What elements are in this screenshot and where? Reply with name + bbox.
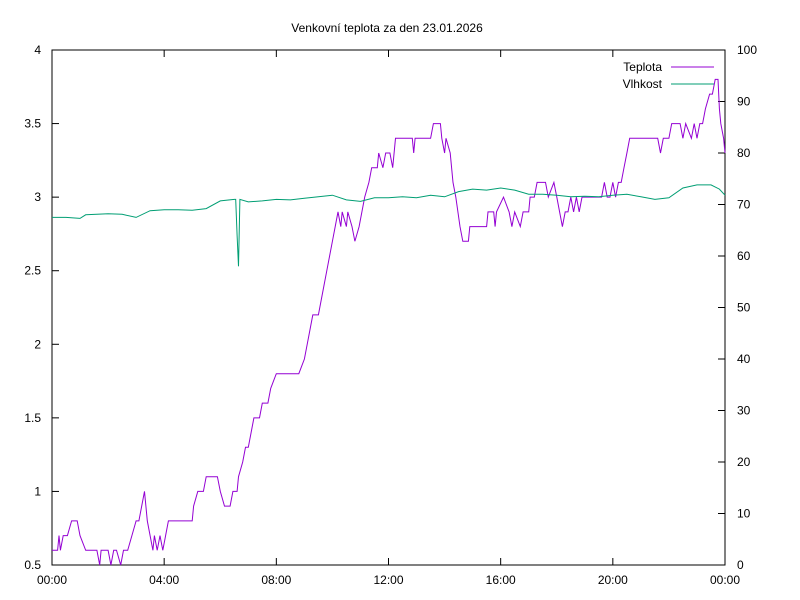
x-tick-label: 04:00 [149, 573, 179, 587]
y-right-tick-label: 90 [737, 95, 751, 109]
legend-label-teplota: Teplota [623, 60, 662, 74]
y-left-tick-label: 3.5 [24, 117, 41, 131]
y-left-tick-label: 1 [34, 484, 41, 498]
y-right-tick-label: 70 [737, 198, 751, 212]
y-left-tick-label: 2.5 [24, 264, 41, 278]
series-layer [52, 78, 726, 566]
x-tick-label: 00:00 [710, 573, 740, 587]
x-tick-label: 16:00 [486, 573, 516, 587]
y-right-tick-label: 60 [737, 249, 751, 263]
y-right-tick-label: 20 [737, 455, 751, 469]
y-right-tick-label: 50 [737, 301, 751, 315]
x-tick-label: 20:00 [598, 573, 628, 587]
y-right-tick-label: 100 [737, 43, 757, 57]
y-left-tick-label: 1.5 [24, 411, 41, 425]
plot-border [51, 49, 726, 566]
legend: Teplota Vlhkost [623, 60, 714, 91]
y-left-tick-label: 3 [34, 190, 41, 204]
y-right-tick-label: 30 [737, 404, 751, 418]
y-right-tick-label: 0 [737, 558, 744, 572]
chart-title: Venkovní teplota za den 23.01.2026 [291, 21, 483, 35]
y-right-tick-label: 80 [737, 146, 751, 160]
legend-label-vlhkost: Vlhkost [623, 77, 663, 91]
y-right-tick-label: 40 [737, 352, 751, 366]
series-line-vlhkost [52, 184, 726, 267]
axes: 00:00 04:00 08:00 12:00 16:00 20:00 00:000.511… [24, 43, 757, 587]
x-tick-label: 00:00 [37, 573, 67, 587]
y-left-tick-label: 0.5 [24, 558, 41, 572]
y-left-tick-label: 4 [34, 43, 41, 57]
series-line-teplota [52, 78, 726, 566]
y-left-tick-label: 2 [34, 337, 41, 351]
y-right-tick-label: 10 [737, 507, 751, 521]
x-tick-label: 08:00 [261, 573, 291, 587]
x-tick-label: 12:00 [373, 573, 403, 587]
